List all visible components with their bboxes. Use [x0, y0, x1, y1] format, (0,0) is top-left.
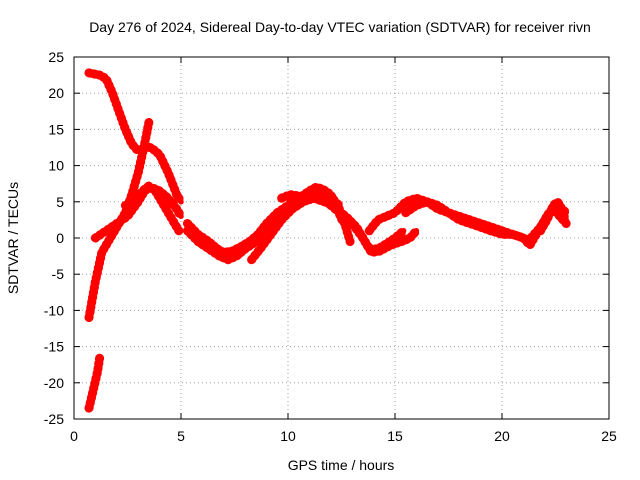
satellite-track-3-markers — [84, 353, 105, 413]
y-tick-label: -15 — [44, 339, 64, 355]
x-tick-label: 10 — [280, 428, 296, 444]
x-tick-labels: 0 5 10 15 20 25 — [70, 428, 617, 444]
satellite-track-16-markers — [536, 197, 571, 236]
satellite-track-1-markers — [84, 68, 186, 207]
y-tick-label: 25 — [48, 49, 64, 65]
series-layer — [84, 68, 571, 413]
x-tick-label: 25 — [601, 428, 617, 444]
x-tick-label: 20 — [494, 428, 510, 444]
satellite-track-6-markers — [182, 182, 349, 257]
y-tick-label: 10 — [48, 158, 64, 174]
x-tick-label: 5 — [177, 428, 185, 444]
y-tick-label: -25 — [44, 411, 64, 427]
chart-title: Day 276 of 2024, Sidereal Day-to-day VTE… — [89, 19, 591, 35]
y-tick-label: -10 — [44, 302, 64, 318]
x-axis-label: GPS time / hours — [288, 457, 395, 473]
satellite-track-11-markers — [330, 204, 421, 257]
satellite-track-5-markers — [120, 181, 184, 236]
y-tick-labels: 25 20 15 10 5 0 -5 -10 -15 -20 -25 — [44, 49, 64, 427]
tick-marks — [73, 56, 610, 420]
satellite-track-8-markers — [247, 193, 338, 265]
x-tick-label: 15 — [387, 428, 403, 444]
y-tick-label: 20 — [48, 85, 64, 101]
y-tick-label: 5 — [56, 194, 64, 210]
x-tick-label: 0 — [70, 428, 78, 444]
y-tick-label: -20 — [44, 375, 64, 391]
y-tick-label: 15 — [48, 121, 64, 137]
y-tick-label: -5 — [52, 266, 65, 282]
y-axis-label: SDTVAR / TECUs — [5, 182, 21, 294]
y-tick-label: 0 — [56, 230, 64, 246]
